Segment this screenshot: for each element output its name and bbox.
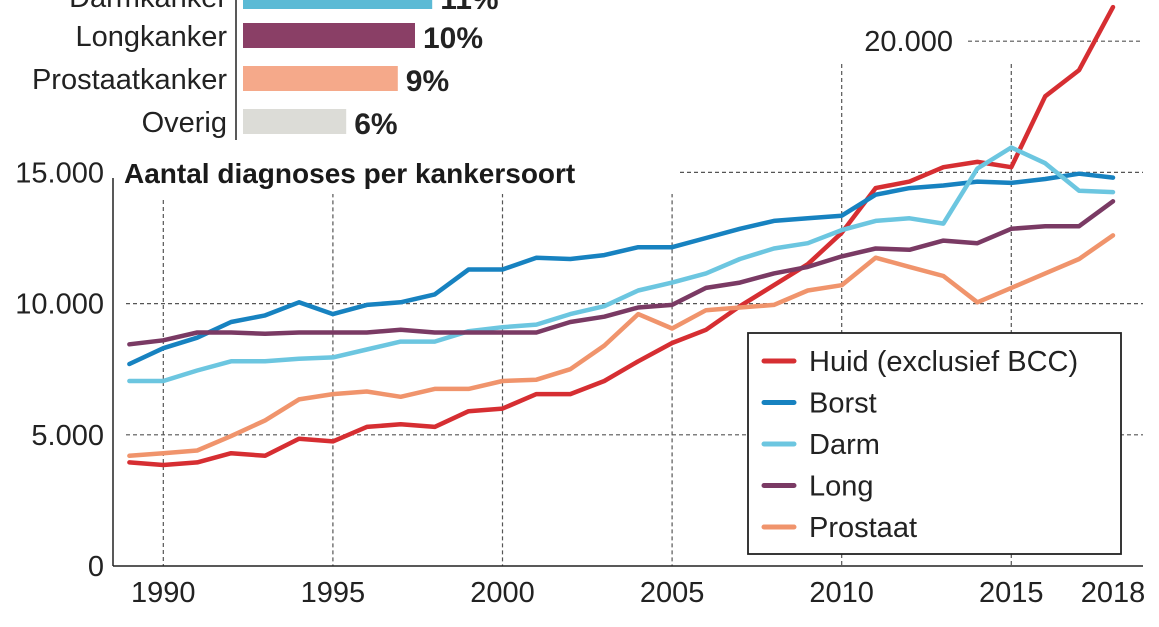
x-tick-label: 2000 [470, 577, 535, 609]
bar-chart: Darmkanker 11% Longkanker 10% Prostaatkanker… [32, 0, 499, 141]
series-line-2 [127, 171, 1116, 367]
series-line-1 [127, 4, 1116, 468]
legend-label: Long [809, 471, 874, 503]
bar-category-label: Longkanker [75, 21, 227, 53]
y-tick-label: 0 [88, 551, 104, 583]
legend-box [747, 332, 1122, 555]
bar-2 [243, 23, 415, 48]
x-tick-label: 2018 [1081, 577, 1146, 609]
legend-label: Prostaat [809, 512, 917, 544]
bar-category-label: Darmkanker [69, 0, 227, 14]
bar-category-label: Overig [142, 107, 227, 139]
bar-value-label: 10% [423, 22, 483, 55]
bar-category-label: Prostaatkanker [32, 64, 227, 96]
x-tick-label: 2010 [809, 577, 874, 609]
bar-value-label: 6% [354, 108, 397, 141]
series-line-5 [127, 233, 1116, 459]
series-line-3 [127, 145, 1116, 384]
legend-label: Huid (exclusief BCC) [809, 346, 1078, 378]
line-chart-title: Aantal diagnoses per kankersoort [124, 158, 575, 189]
y-tick-label: 15.000 [15, 157, 104, 189]
x-tick-label: 2005 [640, 577, 705, 609]
line-series [127, 4, 1116, 468]
y-tick-label: 5.000 [31, 420, 104, 452]
y-tick-label: 10.000 [15, 289, 104, 321]
title-backdrop [118, 152, 680, 194]
axes: 0 5.000 10.000 15.000 20.000 1990 1995 2000 2005… [15, 26, 1145, 609]
x-tick-label: 2015 [979, 577, 1044, 609]
bar-value-label: 9% [406, 65, 449, 98]
x-tick-label: 1995 [301, 577, 366, 609]
x-tick-label: 1990 [131, 577, 196, 609]
bar-4 [243, 109, 347, 134]
legend-label: Darm [809, 429, 880, 461]
y-tick-label: 20.000 [864, 26, 953, 58]
series-line-4 [127, 199, 1116, 347]
bar-3 [243, 66, 398, 91]
line-chart-title-group: Aantal diagnoses per kankersoort [118, 152, 680, 194]
legend-label: Borst [809, 388, 877, 420]
bar-value-label: 11% [440, 0, 498, 16]
legend: Huid (exclusief BCC) Borst Darm Long Prostaa… [747, 332, 1122, 555]
bar-1 [243, 0, 433, 9]
